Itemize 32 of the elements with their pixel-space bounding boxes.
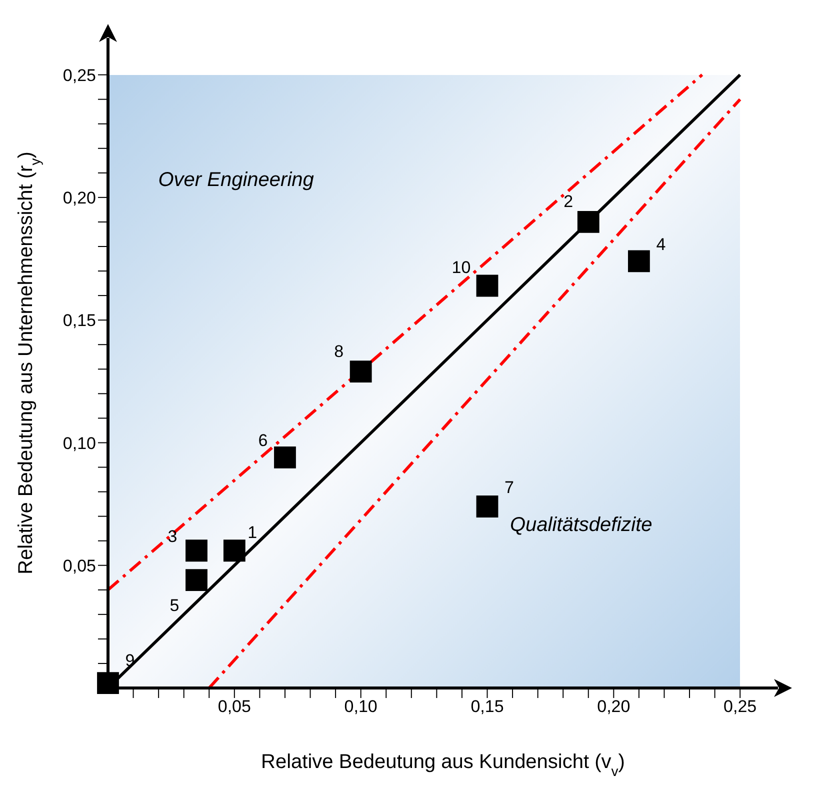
- annotation: 4: [656, 235, 666, 256]
- point: [97, 672, 119, 694]
- x-tick-label: 0,10: [344, 697, 378, 716]
- y-tick-label: 0,10: [62, 434, 96, 453]
- x-tick-label: 0,15: [470, 697, 504, 716]
- annotation: Over Engineering: [158, 169, 314, 192]
- point: [476, 274, 498, 297]
- x-tick-label: 0,20: [597, 697, 630, 716]
- point: [628, 250, 650, 272]
- annotation: 8: [334, 342, 344, 362]
- y-tick-label: 0,05: [62, 556, 96, 576]
- point: [274, 446, 296, 468]
- y-tick-label: 0,15: [62, 311, 96, 330]
- point: [186, 569, 208, 592]
- annotation: 10: [452, 258, 471, 278]
- x-tick-label: 0,25: [724, 697, 757, 716]
- y-tick-label: 0,25: [62, 66, 96, 85]
- x-axis-title: Relative Bedeutung aus Kundensicht (v$_{v}$): [261, 751, 625, 779]
- point: [476, 496, 498, 518]
- point: [186, 540, 208, 562]
- annotation: 6: [258, 431, 268, 452]
- point: [350, 360, 372, 383]
- annotation: 7: [504, 478, 514, 498]
- point: [577, 211, 600, 233]
- annotation: 5: [170, 596, 180, 616]
- annotation: 1: [248, 522, 258, 543]
- y-tick-label: 0,20: [62, 188, 96, 208]
- annotation: Qualitätsdefizite: [510, 514, 652, 536]
- x-tick-label: 0,05: [218, 697, 251, 716]
- annotation: 3: [168, 526, 178, 547]
- point: [223, 540, 246, 562]
- annotation: 2: [564, 192, 574, 212]
